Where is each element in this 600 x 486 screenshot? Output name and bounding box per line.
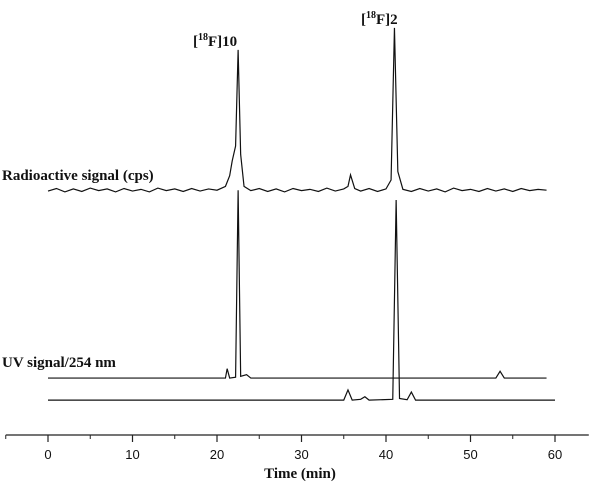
- trace: [48, 190, 547, 379]
- x-tick-label: 0: [44, 447, 51, 462]
- peak-label-superscript: 18: [366, 10, 376, 21]
- peak-label-part: F]2: [376, 12, 398, 28]
- peak-label-part: [: [193, 34, 198, 50]
- series-label: UV signal/254 nm: [2, 355, 116, 371]
- peak-label-part: F]10: [208, 34, 237, 50]
- peak-label: [18F]2: [361, 10, 398, 28]
- trace: [48, 199, 555, 401]
- series-label: Radioactive signal (cps): [2, 168, 154, 184]
- peak-label: [18F]10: [193, 32, 237, 50]
- x-tick-label: 30: [294, 447, 308, 462]
- x-tick-label: 40: [379, 447, 393, 462]
- peak-label-superscript: 18: [198, 32, 208, 43]
- x-tick-label: 60: [548, 447, 562, 462]
- x-axis-label: Time (min): [264, 466, 336, 482]
- x-tick-label: 50: [463, 447, 477, 462]
- peak-label-part: [: [361, 12, 366, 28]
- x-tick-label: 10: [125, 447, 139, 462]
- x-tick-label: 20: [210, 447, 224, 462]
- trace: [47, 27, 547, 193]
